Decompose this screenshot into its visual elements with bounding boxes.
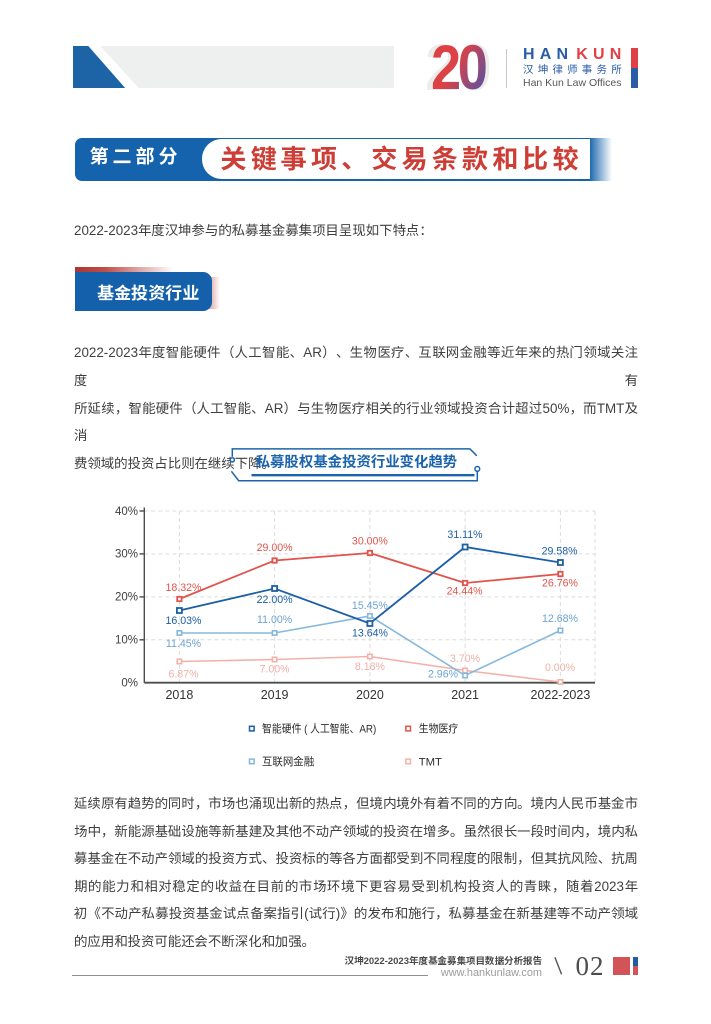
svg-text:8.18%: 8.18%: [355, 661, 386, 673]
svg-text:TMT: TMT: [419, 753, 442, 769]
svg-text:0%: 0%: [121, 678, 138, 690]
svg-text:26.76%: 26.76%: [542, 577, 579, 589]
svg-text:生物医疗: 生物医疗: [419, 721, 459, 737]
svg-text:2.96%: 2.96%: [428, 669, 459, 681]
svg-text:30%: 30%: [115, 549, 138, 561]
svg-text:11.45%: 11.45%: [166, 638, 202, 650]
svg-text:2022-2023: 2022-2023: [531, 688, 591, 702]
svg-text:30.00%: 30.00%: [352, 535, 389, 547]
svg-text:互联网金融: 互联网金融: [262, 753, 314, 769]
svg-text:10%: 10%: [115, 635, 138, 647]
svg-text:0.00%: 0.00%: [545, 662, 576, 674]
svg-text:40%: 40%: [115, 506, 138, 518]
svg-text:20%: 20%: [115, 592, 138, 604]
svg-text:2019: 2019: [261, 688, 289, 702]
svg-text:24.44%: 24.44%: [447, 586, 484, 598]
svg-text:7.00%: 7.00%: [260, 664, 291, 676]
svg-text:2021: 2021: [451, 688, 479, 702]
svg-text:私募股权基金投资行业变化趋势: 私募股权基金投资行业变化趋势: [256, 451, 457, 472]
svg-text:29.00%: 29.00%: [257, 542, 294, 554]
svg-text:11.00%: 11.00%: [257, 614, 293, 626]
svg-text:16.03%: 16.03%: [166, 615, 203, 627]
svg-text:3.70%: 3.70%: [450, 653, 481, 665]
svg-text:22.00%: 22.00%: [257, 594, 294, 606]
svg-text:15.45%: 15.45%: [352, 600, 389, 612]
svg-text:智能硬件 ( 人工智能、AR): 智能硬件 ( 人工智能、AR): [262, 721, 377, 737]
svg-text:2020: 2020: [356, 688, 384, 702]
svg-text:18.32%: 18.32%: [166, 582, 203, 594]
svg-text:31.11%: 31.11%: [447, 529, 483, 541]
svg-text:2018: 2018: [165, 688, 193, 702]
svg-text:6.87%: 6.87%: [168, 668, 199, 680]
svg-text:29.58%: 29.58%: [542, 546, 579, 558]
svg-text:12.68%: 12.68%: [542, 613, 579, 625]
svg-text:13.64%: 13.64%: [352, 627, 389, 639]
